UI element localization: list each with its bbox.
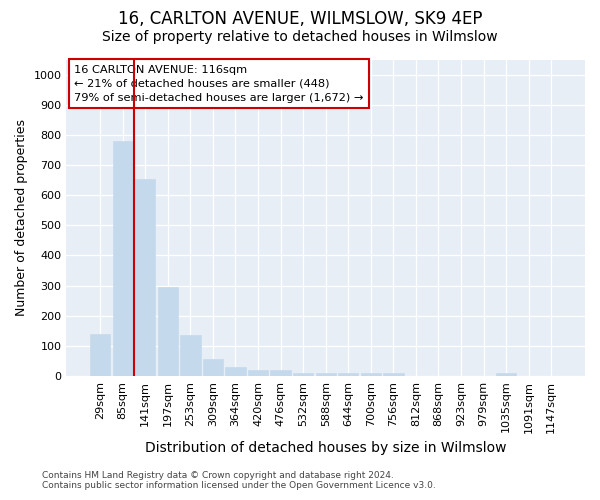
Text: 16 CARLTON AVENUE: 116sqm
← 21% of detached houses are smaller (448)
79% of semi: 16 CARLTON AVENUE: 116sqm ← 21% of detac… [74, 64, 364, 102]
Bar [180, 334, 200, 376]
Bar [271, 370, 291, 376]
Bar [316, 374, 336, 376]
Bar [338, 374, 358, 376]
Bar [90, 334, 110, 376]
Bar [383, 374, 404, 376]
Text: 16, CARLTON AVENUE, WILMSLOW, SK9 4EP: 16, CARLTON AVENUE, WILMSLOW, SK9 4EP [118, 10, 482, 28]
Text: Contains HM Land Registry data © Crown copyright and database right 2024.
Contai: Contains HM Land Registry data © Crown c… [42, 470, 436, 490]
Bar [293, 373, 313, 376]
Bar [226, 367, 245, 376]
Bar [158, 287, 178, 376]
Bar [203, 358, 223, 376]
Bar [361, 374, 381, 376]
Bar [113, 141, 133, 376]
Text: Size of property relative to detached houses in Wilmslow: Size of property relative to detached ho… [102, 30, 498, 44]
Bar [496, 374, 517, 376]
X-axis label: Distribution of detached houses by size in Wilmslow: Distribution of detached houses by size … [145, 441, 506, 455]
Y-axis label: Number of detached properties: Number of detached properties [15, 120, 28, 316]
Bar [135, 179, 155, 376]
Bar [248, 370, 268, 376]
